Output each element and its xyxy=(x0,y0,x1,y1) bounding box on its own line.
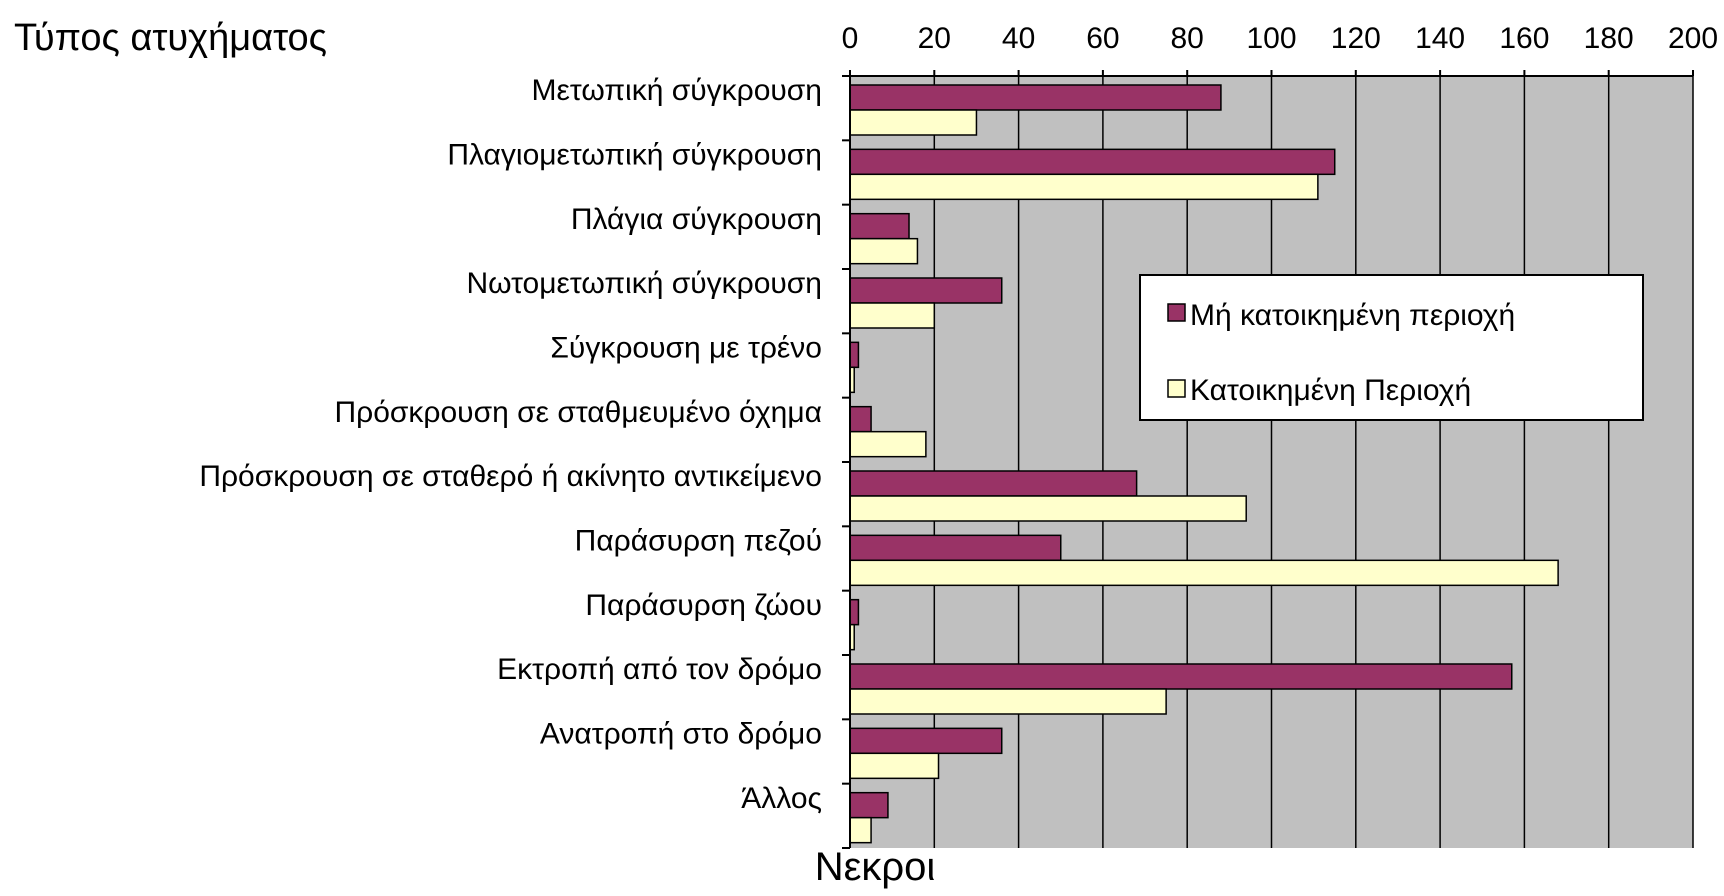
bar-urban xyxy=(849,430,927,458)
bar-non-urban xyxy=(849,791,889,819)
category-label: Παράσυρση ζώου xyxy=(585,589,822,622)
bar-urban xyxy=(849,302,936,329)
bar-non-urban xyxy=(849,470,1138,497)
bar-urban xyxy=(849,816,872,844)
bar-urban xyxy=(849,237,919,265)
axes xyxy=(842,70,1694,849)
legend-swatch-urban xyxy=(1167,379,1186,398)
bar-urban xyxy=(849,752,940,780)
category-label: Εκτροπή από τον δρόμο xyxy=(497,653,822,686)
bar-urban xyxy=(849,559,1559,587)
bar-urban xyxy=(849,495,1247,522)
category-label: Μετωπική σύγκρουση xyxy=(532,74,822,107)
bar-non-urban xyxy=(849,341,860,369)
bar-non-urban xyxy=(849,148,1336,176)
legend-label-non-urban: Μή κατοικημένη περιοχή xyxy=(1190,299,1515,332)
gridlines xyxy=(933,76,1694,848)
bar-urban xyxy=(849,109,978,136)
category-label: Πρόσκρουση σε σταθμευμένο όχημα xyxy=(335,396,823,429)
bar-urban xyxy=(849,688,1167,715)
x-tick-label: 140 xyxy=(1415,22,1465,55)
x-tick-label: 40 xyxy=(1002,22,1035,55)
x-tick-label: 20 xyxy=(918,22,951,55)
chart-title: Τύπος ατυχήματος xyxy=(14,17,327,59)
x-tick-label: 160 xyxy=(1499,22,1549,55)
legend-box xyxy=(1139,274,1644,421)
bar-non-urban xyxy=(849,84,1222,111)
category-label: Πρόσκρουση σε σταθερό ή ακίνητο αντικείμ… xyxy=(199,460,822,493)
category-labels: Μετωπική σύγκρουση Πλαγιομετωπική σύγκρου… xyxy=(199,74,822,815)
category-label: Νωτομετωπική σύγκρουση xyxy=(466,267,822,300)
x-tick-label: 60 xyxy=(1086,22,1119,55)
x-tick-label: 100 xyxy=(1246,22,1296,55)
legend-label-urban: Κατοικημένη Περιοχή xyxy=(1190,374,1471,407)
x-tick-label: 0 xyxy=(842,22,859,55)
category-label: Πλαγιομετωπική σύγκρουση xyxy=(447,139,822,172)
bar-non-urban xyxy=(849,663,1513,690)
category-label: Σύγκρουση με τρένο xyxy=(550,332,822,365)
x-tick-labels: 0 20 40 60 80 100 120 140 160 180 200 xyxy=(842,22,1718,55)
bar-non-urban xyxy=(849,277,1003,304)
x-tick-label: 120 xyxy=(1331,22,1381,55)
bar-non-urban xyxy=(849,405,872,433)
category-label: Πλάγια σύγκρουση xyxy=(571,203,822,236)
category-label: Παράσυρση πεζού xyxy=(575,525,822,558)
legend: Μή κατοικημένη περιοχή Κατοικημένη Περιο… xyxy=(1139,274,1644,421)
bar-non-urban xyxy=(849,598,860,626)
bar-non-urban xyxy=(849,727,1003,755)
category-label: Ανατροπή στο δρόμο xyxy=(540,718,822,751)
x-axis-title: Νεκροι xyxy=(815,845,936,889)
x-tick-label: 80 xyxy=(1171,22,1204,55)
bar-non-urban xyxy=(849,212,910,240)
x-tick-label: 200 xyxy=(1668,22,1718,55)
x-tick-label: 180 xyxy=(1584,22,1634,55)
bar-urban xyxy=(849,173,1319,201)
category-label: Άλλος xyxy=(741,782,822,815)
legend-swatch-non-urban xyxy=(1167,303,1186,322)
bar-non-urban xyxy=(849,534,1062,562)
